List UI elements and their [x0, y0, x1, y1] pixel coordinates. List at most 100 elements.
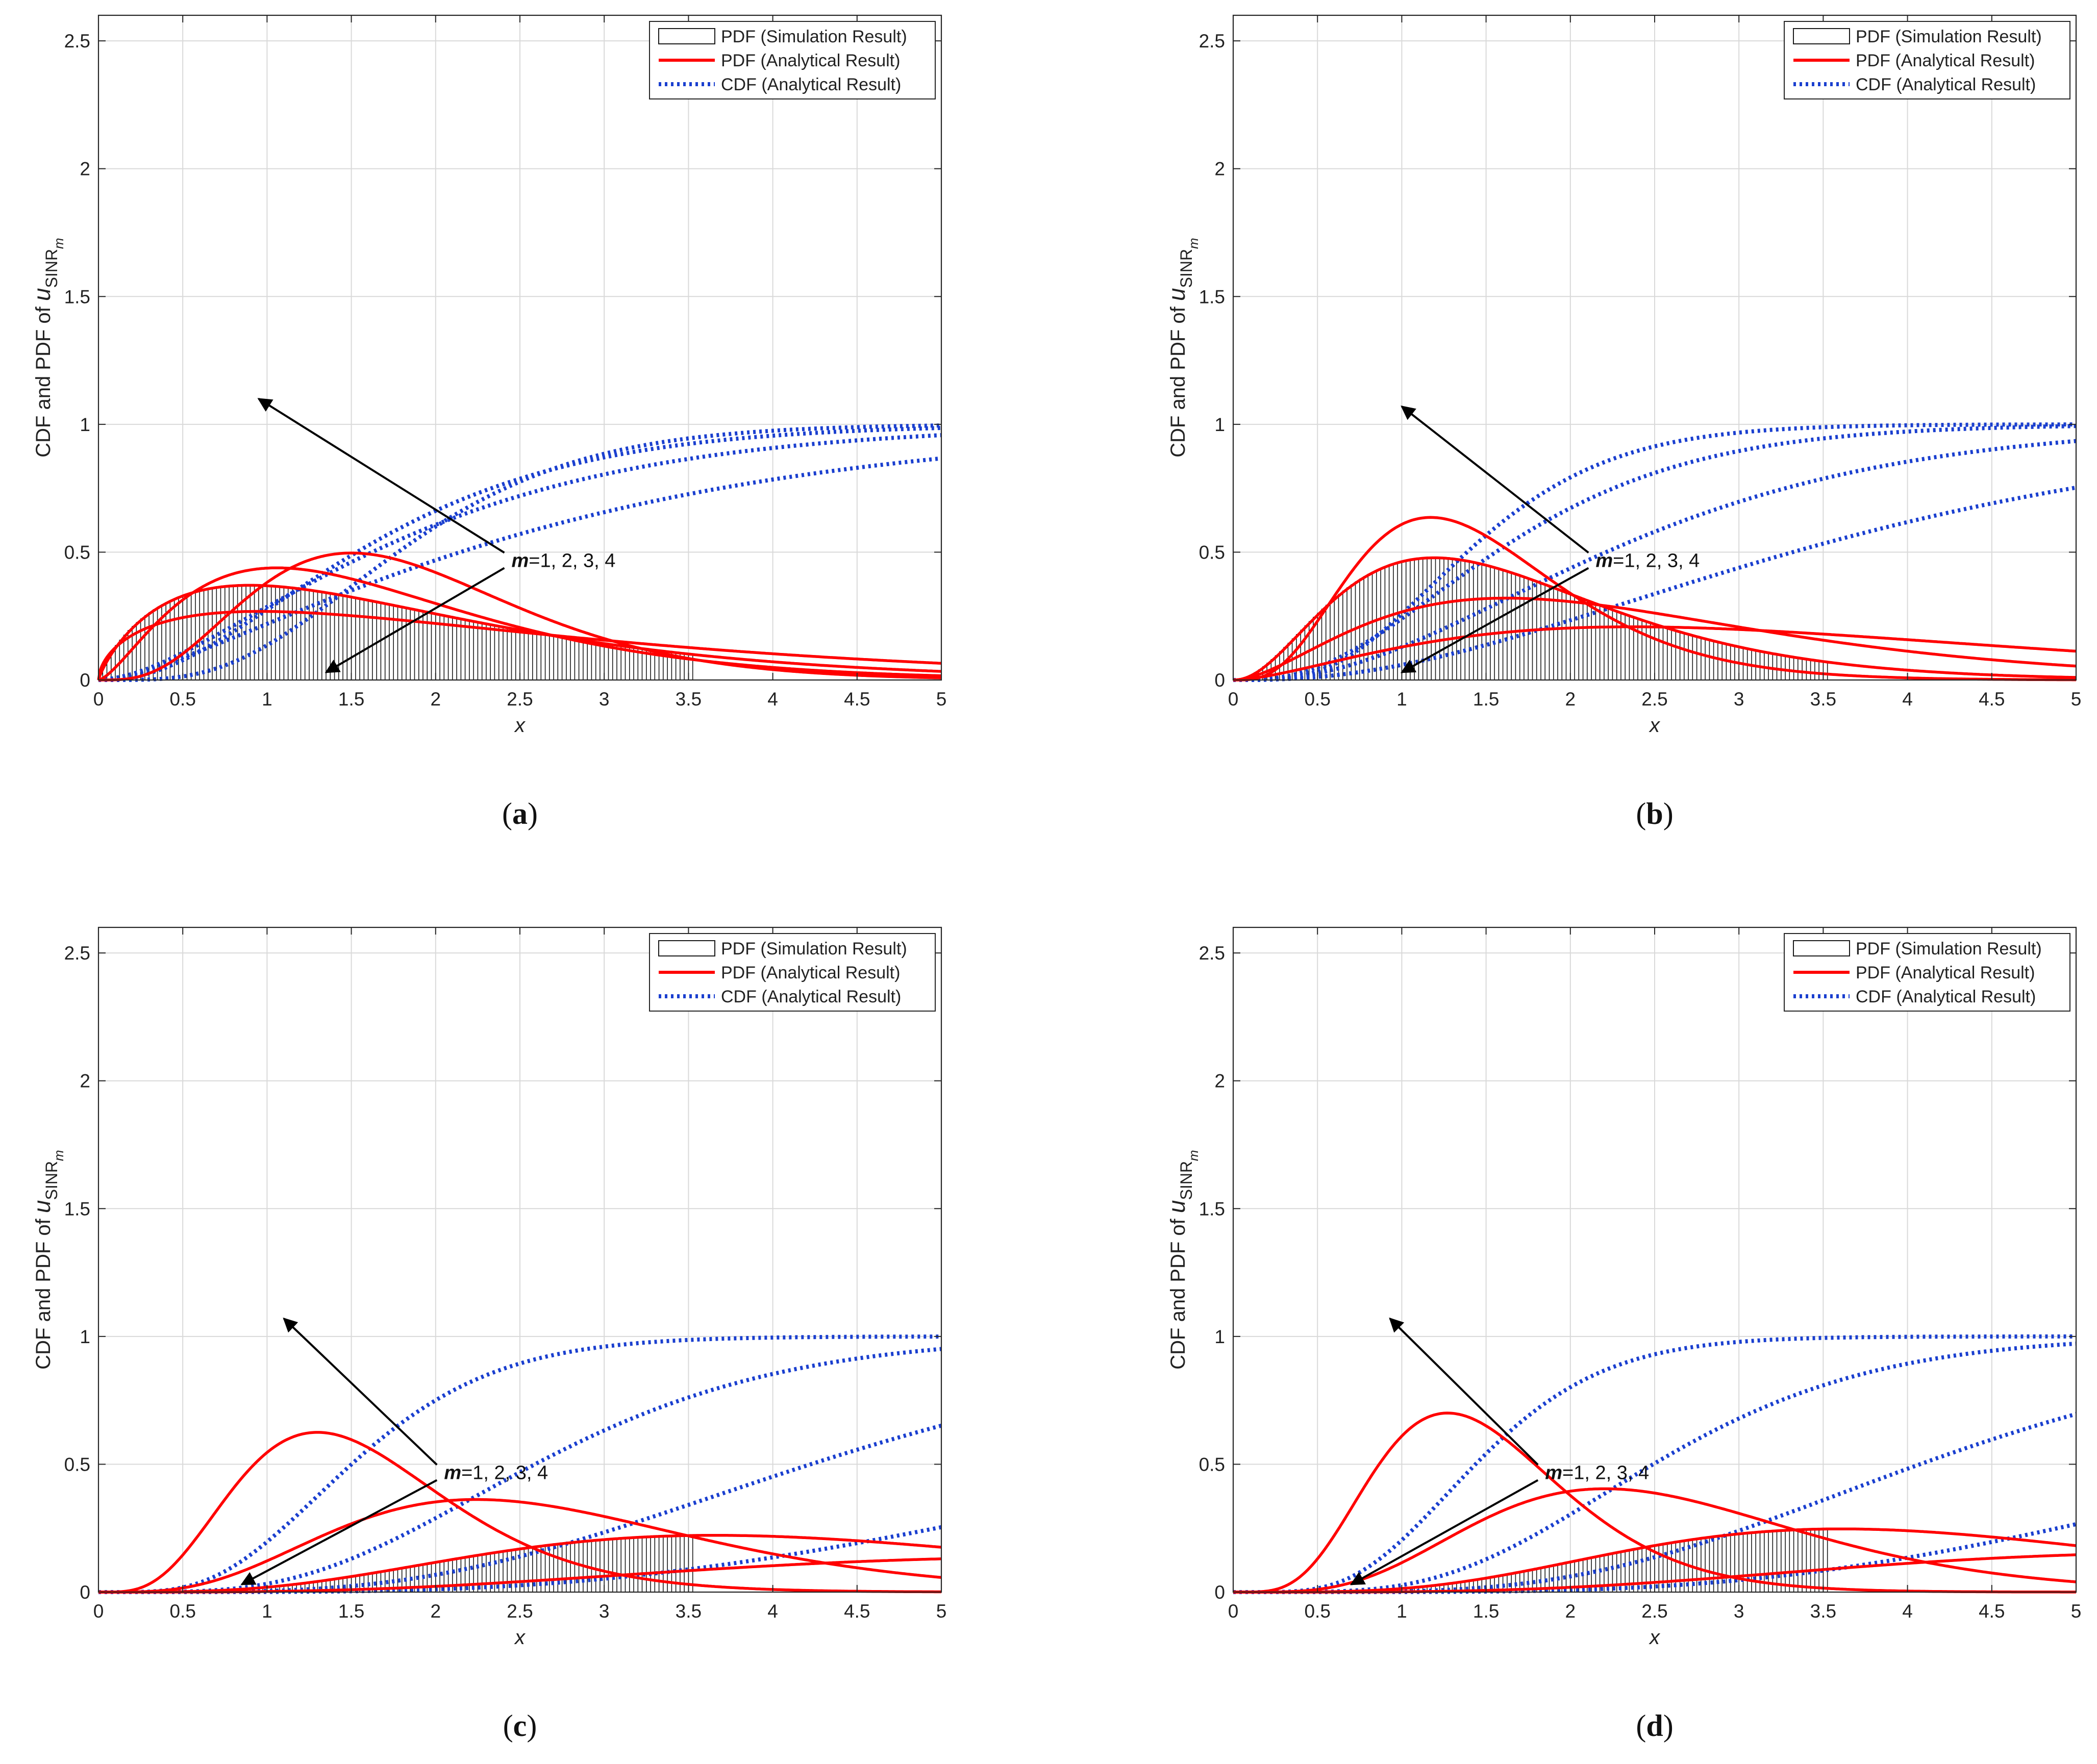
- pdf-curve-m1: [98, 1431, 941, 1594]
- x-tick-label: 4: [1902, 1601, 1913, 1622]
- y-axis-label: CDF and PDF of uSINRm: [1163, 1150, 1201, 1369]
- x-tick-label: 0: [93, 689, 104, 710]
- pdf-curve-m1: [1233, 1412, 2076, 1594]
- x-tick-label: 0: [1228, 689, 1239, 710]
- annotation-arrow-up: [283, 1317, 438, 1466]
- panel-caption-d: (d): [1636, 1709, 1673, 1743]
- y-tick-label: 1: [80, 1326, 90, 1347]
- panel-caption-a: (a): [502, 797, 538, 830]
- pdf-curve-m3: [1233, 596, 2077, 682]
- chart-panel-d: 0 0.5 1 1.5 2 2.5 3 3.5 4 4.5 5 0 0.5 1 1.5 2 2.5 x CDF an…: [1163, 926, 2081, 1649]
- legend-entry: PDF (Analytical Result): [721, 51, 900, 70]
- x-tick-label: 3.5: [676, 689, 702, 710]
- legend-entry: PDF (Analytical Result): [1856, 51, 2035, 70]
- y-tick-label: 0: [1214, 670, 1225, 691]
- chart-panel-b: 0 0.5 1 1.5 2 2.5 3 3.5 4 4.5 5 0 0.5 1 1.5 2 2.5 x CDF an…: [1163, 14, 2081, 737]
- x-tick-label: 4: [1902, 689, 1913, 710]
- cdf-curve-m3: [1233, 439, 2077, 682]
- x-axis-label: x: [514, 1626, 526, 1649]
- x-tick-label: 2.5: [507, 689, 533, 710]
- legend-entry: PDF (Analytical Result): [1856, 963, 2035, 982]
- panel-caption-b: (b): [1636, 797, 1673, 830]
- panel-caption-c: (c): [503, 1709, 537, 1743]
- pdf-curve-m3: [97, 584, 942, 681]
- annotation-arrow-down: [1350, 1479, 1539, 1585]
- y-tick-label: 1.5: [64, 286, 90, 307]
- legend-entry: PDF (Analytical Result): [721, 963, 900, 982]
- y-tick-label: 1: [1214, 414, 1225, 435]
- y-tick-label: 1: [80, 414, 90, 435]
- y-tick-label: 2: [1214, 159, 1225, 180]
- pdf-curve-m4: [97, 610, 942, 681]
- x-tick-label: 3: [599, 1601, 610, 1622]
- cdf-curve-m2: [1233, 424, 2076, 682]
- annotation-label: m=1, 2, 3, 4: [1545, 1462, 1649, 1483]
- cdf-curve-m1: [1233, 422, 2076, 682]
- cdf-curve-m2: [98, 1347, 942, 1594]
- x-tick-label: 5: [936, 689, 947, 710]
- x-tick-label: 4: [767, 689, 778, 710]
- annotation-arrow-up: [257, 398, 505, 554]
- chart-panel-c: 0 0.5 1 1.5 2 2.5 3 3.5 4 4.5 5 0 0.5 1 1.5 2 2.5 x CDF an…: [29, 926, 946, 1649]
- y-tick-label: 0.5: [64, 542, 90, 563]
- legend-entry: PDF (Simulation Result): [721, 27, 907, 46]
- x-tick-label: 0.5: [1304, 1601, 1330, 1622]
- pdf-curve-m2: [98, 566, 942, 682]
- legend-entry: CDF (Analytical Result): [721, 987, 901, 1006]
- y-tick-label: 1.5: [1199, 286, 1225, 307]
- legend-swatch-histogram: [658, 940, 715, 956]
- legend-entry: CDF (Analytical Result): [1856, 75, 2036, 94]
- x-tick-label: 1.5: [338, 689, 364, 710]
- y-tick-label: 2.5: [64, 943, 90, 964]
- x-tick-label: 2: [1565, 689, 1576, 710]
- annotation-arrow-down: [1400, 567, 1589, 673]
- annotation-label: m=1, 2, 3, 4: [511, 550, 615, 571]
- x-tick-label: 4: [767, 1601, 778, 1622]
- x-tick-label: 2.5: [1641, 689, 1667, 710]
- annotation-arrow-down: [240, 1479, 438, 1585]
- x-tick-label: 1: [262, 1601, 272, 1622]
- x-tick-label: 4.5: [1979, 1601, 2005, 1622]
- y-tick-label: 2.5: [1199, 31, 1225, 52]
- x-tick-label: 1: [1396, 689, 1407, 710]
- annotation-arrow-down: [324, 567, 505, 673]
- pdf-curve-m1: [98, 551, 942, 682]
- annotation-arrow-up: [1389, 1317, 1539, 1466]
- x-tick-label: 0.5: [169, 1601, 195, 1622]
- pdf-curve-m2: [1233, 1487, 2077, 1594]
- x-axis-label: x: [1649, 714, 1661, 737]
- legend-entry: PDF (Simulation Result): [721, 939, 907, 959]
- cdf-curve-m4: [98, 456, 942, 682]
- x-tick-label: 3.5: [676, 1601, 702, 1622]
- cdf-curve-m4: [1233, 485, 2077, 682]
- x-axis-label: x: [514, 714, 526, 737]
- legend-swatch-histogram: [1793, 940, 1850, 956]
- x-tick-label: 0.5: [169, 689, 195, 710]
- legend: PDF (Simulation Result) PDF (Analytical R…: [649, 21, 936, 99]
- x-tick-label: 3: [1734, 1601, 1744, 1622]
- x-tick-label: 4.5: [844, 1601, 870, 1622]
- cdf-curve-m1: [1233, 1334, 2076, 1594]
- y-tick-label: 2: [80, 159, 90, 180]
- x-tick-label: 2.5: [1641, 1601, 1667, 1622]
- pdf-curve-m1: [1233, 516, 2076, 682]
- cdf-curve-m2: [98, 426, 942, 682]
- x-tick-label: 4.5: [844, 689, 870, 710]
- y-tick-label: 1.5: [1199, 1198, 1225, 1219]
- x-tick-label: 2: [431, 689, 441, 710]
- pdf-curve-m2: [98, 1498, 942, 1594]
- x-tick-label: 3: [599, 689, 610, 710]
- y-tick-label: 2.5: [64, 31, 90, 52]
- x-tick-label: 3: [1734, 689, 1744, 710]
- legend-entry: PDF (Simulation Result): [1856, 939, 2042, 959]
- legend: PDF (Simulation Result) PDF (Analytical R…: [649, 933, 936, 1012]
- x-tick-label: 3.5: [1810, 1601, 1836, 1622]
- y-tick-label: 0: [1214, 1582, 1225, 1603]
- annotation-label: m=1, 2, 3, 4: [1595, 550, 1700, 571]
- cdf-curve-m3: [98, 433, 942, 682]
- pdf-curve-m4: [1233, 625, 2077, 682]
- chart-panel-a: 0 0.5 1 1.5 2 2.5 3 3.5 4 4.5 5 0 0.5 1 1.5 2 2.5 x CDF an…: [29, 14, 947, 737]
- legend-swatch-histogram: [658, 28, 715, 44]
- y-tick-label: 0: [80, 670, 90, 691]
- x-tick-label: 0: [1228, 1601, 1239, 1622]
